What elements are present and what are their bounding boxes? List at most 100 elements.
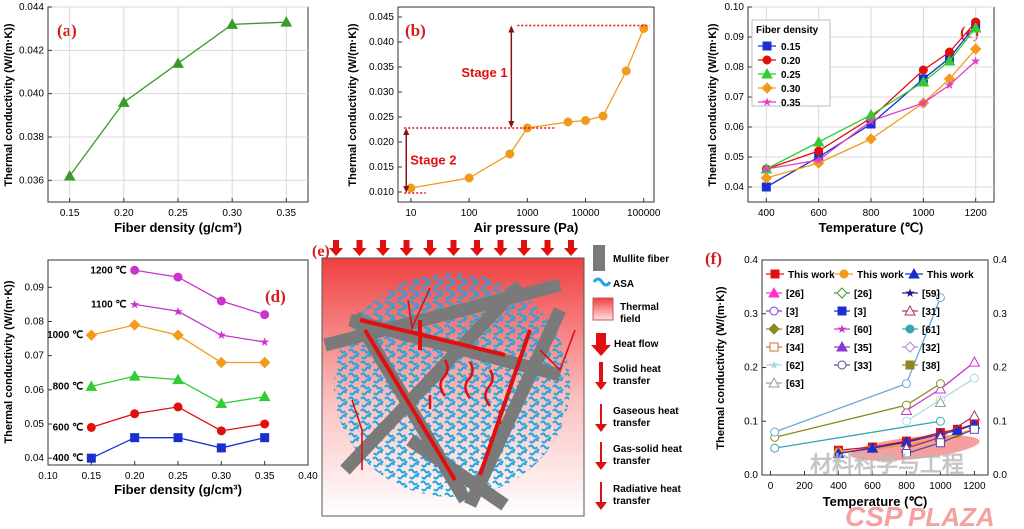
y-tick-label: 0.010 (369, 187, 394, 198)
heat-arrow-shaft (474, 240, 480, 248)
y-tick-label: 0.04 (725, 182, 745, 193)
x-tick-label: 0.20 (125, 471, 145, 482)
legend-transfer-line2: transfer (613, 418, 650, 429)
b-series-point (505, 149, 515, 159)
d-series-1-line (134, 303, 265, 343)
y-tick-label: 0.036 (19, 175, 44, 186)
watermark: 材料科学与工程 CSP PLAZA (810, 452, 995, 529)
heat-arrow-shaft (544, 240, 551, 248)
x-tick-label: 0.20 (114, 208, 134, 219)
transfer-arrow-head (595, 382, 607, 390)
x-tick-label: 100 (461, 208, 478, 219)
f-legend-ref-marker: ★ (905, 286, 916, 300)
panel-b-ylabel: Thermal conductivity (W/(m·K)) (347, 23, 359, 187)
b-series-point (464, 173, 474, 183)
panel-c-xlabel: Temperature (℃) (819, 220, 924, 235)
panel-e-label: (e) (312, 243, 330, 260)
f-legend-ref-label: [32] (922, 343, 940, 354)
stage1-arrow-head-up (508, 25, 515, 33)
f-legend-marker (839, 269, 849, 279)
y-tick-label: 0.05 (725, 152, 745, 163)
y-tick-label-right: 0.1 (993, 416, 1007, 427)
d-series-3-point (172, 373, 184, 385)
d-series-2-point (215, 356, 228, 369)
c-series-0.25-point (812, 135, 825, 147)
d-series-5-point (173, 433, 183, 443)
f-legend-ref-marker (768, 323, 780, 335)
f-legend-ref-label: [62] (786, 361, 804, 372)
f-series-2-line (838, 423, 975, 455)
f-legend-marker (770, 269, 780, 279)
heat-flow-swatch-head (591, 345, 611, 356)
watermark-csp: CSP (845, 501, 903, 529)
gaseous-arrows (428, 359, 502, 424)
f-series-6-point (770, 443, 780, 453)
f-legend-ref-label: [3] (854, 307, 866, 318)
d-series-4-point (130, 409, 140, 419)
f-legend-ref-marker (905, 324, 915, 334)
d-series-1-point: ★ (259, 335, 270, 349)
c-series-0.25-point (943, 54, 956, 66)
f-legend-this-work: This work (788, 270, 835, 281)
d-series-0-line (134, 269, 265, 316)
x-tick-label: 0.10 (38, 471, 58, 482)
legend-transfer-line2: transfer (613, 496, 650, 507)
c-series-0.20-point (814, 146, 824, 156)
heat-arrow-head (446, 248, 461, 256)
d-series-3-point (85, 380, 98, 391)
d-series-2-point (172, 329, 184, 341)
x-tick-label: 100000 (627, 208, 661, 219)
legend-heat-flow: Heat flow (614, 339, 659, 350)
b-series-point (581, 116, 591, 125)
c-series-0.35-line (766, 60, 977, 170)
panel-d-label: (d) (265, 287, 286, 306)
mullite-fiber-swatch (593, 245, 605, 271)
y-tick-label-right: 0.4 (993, 255, 1007, 266)
f-legend-ref-marker (904, 341, 916, 353)
watermark-plaza: PLAZA (908, 502, 995, 529)
c-series-0.25-point (917, 75, 930, 87)
y-tick-label: 0.04 (25, 453, 45, 464)
thermal-field-swatch (592, 297, 614, 321)
x-tick-label: 200 (796, 481, 813, 492)
heat-arrow-shaft (521, 240, 527, 248)
c-series-0.25-point (865, 108, 877, 120)
f-series-9-point (901, 416, 911, 426)
c-series-0.25-line (766, 27, 977, 170)
heat-flow-swatch (596, 333, 606, 345)
watermark-cn: 材料科学与工程 (810, 452, 964, 478)
f-series-7-point (770, 427, 780, 437)
f-legend-ref-marker (905, 360, 915, 370)
f-legend-this-work: This work (927, 270, 974, 281)
panel-a-label: (a) (57, 21, 77, 40)
heat-arrow-head (329, 248, 343, 256)
y-tick-label: 0.045 (369, 12, 394, 23)
c-legend-label: 0.20 (781, 56, 801, 67)
y-tick-label: 0.10 (725, 2, 745, 13)
f-legend-ref-label: [59] (922, 289, 940, 300)
x-tick-label: 1000 (516, 208, 539, 219)
f-series-3-point (934, 382, 947, 394)
asa-swatch (592, 277, 612, 287)
f-legend-ref-label: [34] (786, 343, 804, 354)
f-legend-ref-label: [61] (922, 325, 940, 336)
y-tick-label-right: 0.0 (993, 470, 1007, 481)
f-legend-ref-marker (769, 306, 779, 316)
y-tick-label: 0.044 (19, 2, 44, 13)
d-series-1-point: ★ (173, 304, 184, 318)
stage1-label: Stage 1 (461, 65, 507, 80)
f-series-9-point (969, 373, 979, 383)
panel-a-ylabel: Thermal conductivity (W/(m·K)) (3, 23, 15, 187)
f-legend-this-work: This work (857, 270, 904, 281)
f-series-8-point (969, 424, 979, 434)
x-tick-label: 10 (405, 208, 417, 219)
c-legend-label: 0.35 (781, 98, 801, 109)
heat-arrow-head (470, 248, 484, 256)
x-tick-label: 10000 (572, 208, 600, 219)
panel-b-frame (397, 6, 655, 203)
c-series-0.15-point (761, 182, 771, 192)
c-legend-marker (762, 55, 772, 65)
x-tick-label: 1000 (929, 481, 952, 492)
a-series-point (280, 16, 293, 27)
heat-arrow-shaft (333, 240, 339, 248)
